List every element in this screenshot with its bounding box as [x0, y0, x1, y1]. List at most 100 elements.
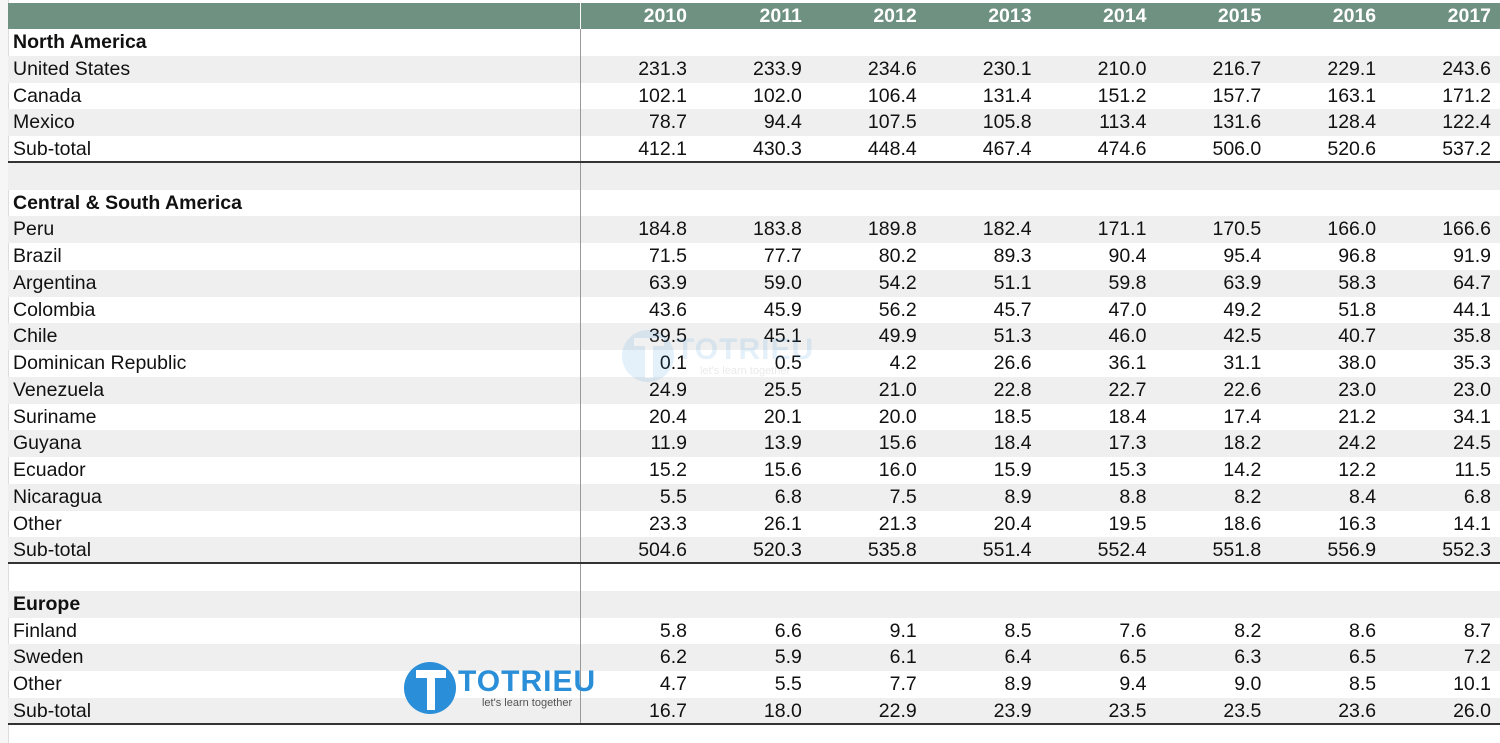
- value-cell[interactable]: 15.9: [993, 459, 1032, 481]
- value-cell[interactable]: 506.0: [1212, 138, 1262, 160]
- value-cell[interactable]: 54.2: [878, 271, 917, 294]
- year-header-cell[interactable]: 2015: [1217, 5, 1262, 27]
- header-label-cell[interactable]: [8, 3, 582, 29]
- value-cell[interactable]: 229.1: [1327, 57, 1377, 80]
- value-cell[interactable]: 5.5: [659, 485, 687, 508]
- row-label-cell[interactable]: Mexico: [8, 109, 582, 136]
- value-cell[interactable]: [811, 591, 926, 618]
- value-cell[interactable]: 17.4: [1223, 405, 1262, 428]
- value-cell[interactable]: 23.9: [993, 699, 1032, 722]
- value-cell[interactable]: 157.7: [1212, 84, 1262, 107]
- value-cell[interactable]: 189.8: [867, 218, 917, 241]
- value-cell[interactable]: 230.1: [982, 57, 1032, 80]
- year-header-cell[interactable]: 2012: [873, 5, 917, 27]
- value-cell[interactable]: 78.7: [649, 111, 687, 134]
- value-cell[interactable]: 551.8: [1212, 539, 1262, 562]
- value-cell[interactable]: 18.4: [993, 432, 1032, 455]
- value-cell[interactable]: 15.6: [763, 459, 802, 481]
- value-cell[interactable]: 102.1: [638, 84, 687, 107]
- value-cell[interactable]: 216.7: [1212, 57, 1262, 80]
- value-cell[interactable]: 504.6: [638, 539, 687, 562]
- value-cell[interactable]: 38.0: [1338, 352, 1377, 374]
- year-header-cell[interactable]: 2014: [1103, 5, 1147, 27]
- value-cell[interactable]: 430.3: [753, 138, 802, 160]
- value-cell[interactable]: [926, 29, 1041, 56]
- value-cell[interactable]: [926, 190, 1041, 217]
- value-cell[interactable]: 23.6: [1338, 699, 1377, 722]
- value-cell[interactable]: 31.1: [1223, 352, 1262, 374]
- row-label-cell[interactable]: Sub-total: [8, 537, 582, 562]
- value-cell[interactable]: 39.5: [649, 325, 687, 348]
- value-cell[interactable]: [696, 163, 811, 190]
- value-cell[interactable]: 63.9: [1223, 271, 1262, 294]
- year-header-cell[interactable]: 2016: [1332, 5, 1377, 27]
- value-cell[interactable]: 171.1: [1097, 218, 1147, 241]
- value-cell[interactable]: 102.0: [753, 84, 802, 107]
- value-cell[interactable]: 184.8: [638, 218, 687, 241]
- value-cell[interactable]: 80.2: [878, 245, 917, 267]
- value-cell[interactable]: 71.5: [649, 245, 687, 267]
- row-label-cell[interactable]: Dominican Republic: [8, 350, 582, 377]
- value-cell[interactable]: 6.1: [889, 646, 917, 669]
- value-cell[interactable]: [581, 591, 696, 618]
- row-label-cell[interactable]: Nicaragua: [8, 483, 582, 511]
- value-cell[interactable]: 6.6: [774, 619, 802, 642]
- row-label-cell[interactable]: Other: [8, 510, 582, 538]
- value-cell[interactable]: [696, 190, 811, 217]
- value-cell[interactable]: [926, 591, 1041, 618]
- value-cell[interactable]: 17.3: [1108, 432, 1147, 455]
- value-cell[interactable]: 45.9: [763, 298, 802, 321]
- value-cell[interactable]: 7.7: [889, 673, 917, 695]
- value-cell[interactable]: 20.0: [878, 405, 917, 428]
- value-cell[interactable]: 6.8: [774, 485, 802, 508]
- value-cell[interactable]: [1385, 591, 1500, 618]
- value-cell[interactable]: 63.9: [649, 271, 687, 294]
- value-cell[interactable]: 24.5: [1453, 432, 1492, 455]
- value-cell[interactable]: 23.0: [1453, 378, 1492, 401]
- value-cell[interactable]: [1041, 564, 1156, 591]
- value-cell[interactable]: 26.1: [763, 512, 802, 535]
- value-cell[interactable]: 122.4: [1442, 111, 1492, 134]
- value-cell[interactable]: 44.1: [1453, 298, 1492, 321]
- value-cell[interactable]: 46.0: [1108, 325, 1147, 348]
- value-cell[interactable]: 0.5: [774, 352, 802, 374]
- value-cell[interactable]: 13.9: [763, 432, 802, 455]
- value-cell[interactable]: 106.4: [867, 84, 917, 107]
- value-cell[interactable]: 51.1: [993, 271, 1032, 294]
- value-cell[interactable]: 64.7: [1453, 271, 1492, 294]
- value-cell[interactable]: 21.0: [878, 378, 917, 401]
- value-cell[interactable]: 128.4: [1327, 111, 1377, 134]
- value-cell[interactable]: 51.8: [1338, 298, 1377, 321]
- row-label-cell[interactable]: Suriname: [8, 403, 582, 431]
- year-header-cell[interactable]: 2011: [759, 5, 802, 27]
- value-cell[interactable]: 8.7: [1463, 619, 1492, 642]
- value-cell[interactable]: 8.2: [1234, 619, 1262, 642]
- value-cell[interactable]: 23.3: [649, 512, 687, 535]
- value-cell[interactable]: 8.6: [1349, 619, 1377, 642]
- value-cell[interactable]: 20.1: [763, 405, 802, 428]
- row-label-cell[interactable]: Argentina: [8, 269, 582, 297]
- row-label-cell[interactable]: Venezuela: [8, 376, 582, 404]
- value-cell[interactable]: 91.9: [1453, 245, 1492, 267]
- value-cell[interactable]: 163.1: [1327, 84, 1377, 107]
- value-cell[interactable]: [696, 591, 811, 618]
- value-cell[interactable]: 25.5: [763, 378, 802, 401]
- value-cell[interactable]: [696, 29, 811, 56]
- value-cell[interactable]: 26.6: [993, 352, 1032, 374]
- row-label-cell[interactable]: Brazil: [8, 243, 582, 270]
- value-cell[interactable]: 6.5: [1119, 646, 1147, 669]
- value-cell[interactable]: [1041, 591, 1156, 618]
- value-cell[interactable]: 26.0: [1453, 699, 1492, 722]
- value-cell[interactable]: 4.2: [889, 352, 917, 374]
- value-cell[interactable]: 40.7: [1338, 325, 1377, 348]
- value-cell[interactable]: 6.8: [1463, 485, 1492, 508]
- value-cell[interactable]: 467.4: [982, 138, 1032, 160]
- value-cell[interactable]: [581, 29, 696, 56]
- value-cell[interactable]: 22.6: [1223, 378, 1262, 401]
- value-cell[interactable]: 10.1: [1453, 673, 1492, 695]
- value-cell[interactable]: 552.3: [1442, 539, 1492, 562]
- row-label-cell[interactable]: Other: [8, 671, 582, 698]
- row-label-cell[interactable]: United States: [8, 55, 582, 83]
- value-cell[interactable]: 16.0: [878, 459, 917, 481]
- value-cell[interactable]: 183.8: [753, 218, 802, 241]
